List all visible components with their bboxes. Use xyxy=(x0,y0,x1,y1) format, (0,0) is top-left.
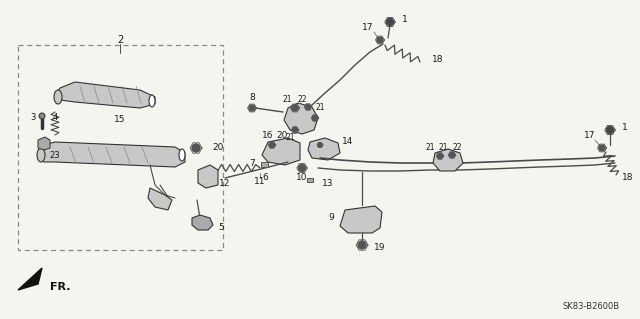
Ellipse shape xyxy=(149,95,155,107)
Text: 21: 21 xyxy=(425,143,435,152)
Polygon shape xyxy=(18,268,42,290)
Polygon shape xyxy=(38,137,50,150)
Text: 4: 4 xyxy=(52,114,58,122)
Text: 20: 20 xyxy=(212,144,223,152)
Text: 8: 8 xyxy=(249,93,255,102)
Circle shape xyxy=(449,152,454,158)
Ellipse shape xyxy=(54,90,62,104)
Circle shape xyxy=(438,153,442,159)
Circle shape xyxy=(318,143,322,147)
Circle shape xyxy=(312,115,317,121)
Polygon shape xyxy=(198,165,218,188)
Text: 15: 15 xyxy=(115,115,125,123)
Text: 3: 3 xyxy=(30,114,36,122)
Polygon shape xyxy=(192,215,213,230)
Text: 20: 20 xyxy=(276,130,288,139)
Circle shape xyxy=(607,127,614,133)
Text: FR.: FR. xyxy=(50,282,70,292)
Text: 22: 22 xyxy=(297,95,307,105)
Circle shape xyxy=(269,143,275,147)
Text: 13: 13 xyxy=(322,179,333,188)
Text: 22: 22 xyxy=(452,143,461,152)
Text: 23: 23 xyxy=(50,151,60,160)
Polygon shape xyxy=(340,206,382,233)
Text: 17: 17 xyxy=(362,24,374,33)
Polygon shape xyxy=(262,138,300,165)
Polygon shape xyxy=(148,188,172,210)
Circle shape xyxy=(358,241,366,249)
Text: 9: 9 xyxy=(328,213,334,222)
Text: 10: 10 xyxy=(296,174,308,182)
Text: 18: 18 xyxy=(622,174,634,182)
Circle shape xyxy=(39,113,45,119)
Ellipse shape xyxy=(179,149,185,161)
Circle shape xyxy=(305,105,310,109)
Text: 19: 19 xyxy=(374,243,385,253)
Text: 18: 18 xyxy=(432,56,444,64)
Text: 14: 14 xyxy=(342,137,353,146)
Text: 12: 12 xyxy=(220,179,230,188)
Circle shape xyxy=(292,128,298,132)
Text: 7: 7 xyxy=(249,160,255,168)
Text: 21: 21 xyxy=(316,103,326,113)
Text: 2: 2 xyxy=(117,35,123,45)
Text: 1: 1 xyxy=(402,16,408,25)
Text: 21: 21 xyxy=(282,95,292,105)
Text: SK83-B2600B: SK83-B2600B xyxy=(563,302,620,311)
Polygon shape xyxy=(433,149,463,171)
Circle shape xyxy=(292,105,298,111)
Bar xyxy=(307,178,313,182)
Circle shape xyxy=(298,165,305,172)
Text: 16: 16 xyxy=(262,130,274,139)
Text: 11: 11 xyxy=(254,177,266,187)
Circle shape xyxy=(377,37,383,43)
Bar xyxy=(260,161,268,167)
Text: 17: 17 xyxy=(584,131,596,140)
Bar xyxy=(18,45,223,250)
Circle shape xyxy=(599,145,605,151)
Circle shape xyxy=(192,144,200,152)
Text: 5: 5 xyxy=(218,224,224,233)
Polygon shape xyxy=(308,138,340,160)
Text: 1: 1 xyxy=(622,123,628,132)
Ellipse shape xyxy=(37,148,45,162)
Text: 21: 21 xyxy=(285,133,295,143)
Polygon shape xyxy=(38,142,185,167)
Text: 6: 6 xyxy=(262,174,268,182)
Polygon shape xyxy=(55,82,155,108)
Circle shape xyxy=(249,105,255,111)
Polygon shape xyxy=(284,103,318,134)
Circle shape xyxy=(387,19,394,26)
Text: 21: 21 xyxy=(438,143,448,152)
